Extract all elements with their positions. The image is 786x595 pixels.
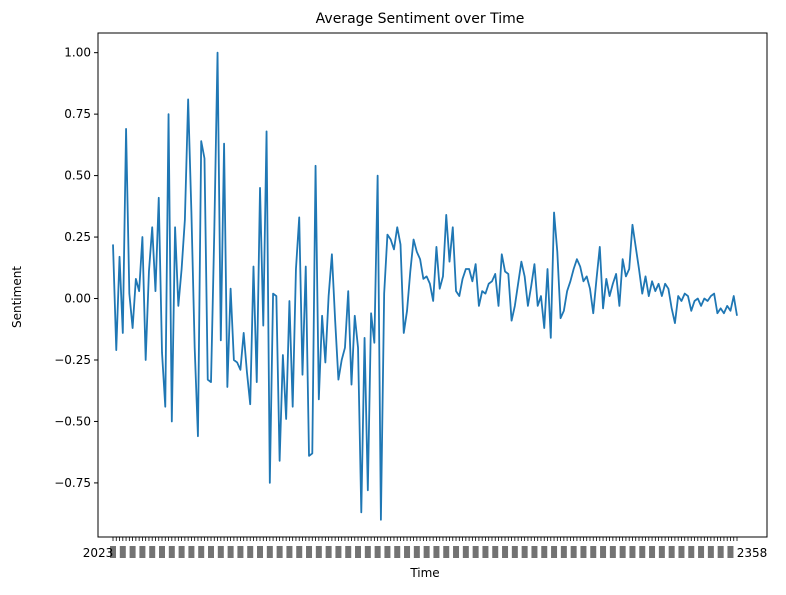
x-tick-label-overlap — [668, 546, 675, 558]
x-tick-label-overlap — [345, 546, 352, 558]
x-tick-label-overlap — [658, 546, 665, 558]
x-tick-label-overlap — [462, 546, 469, 558]
x-tick-label-overlap — [286, 546, 293, 558]
x-tick-label-overlap — [688, 546, 695, 558]
x-tick-label-overlap — [443, 546, 450, 558]
y-tick-label: −0.75 — [54, 476, 91, 490]
x-tick-label-overlap — [541, 546, 548, 558]
x-tick-label-overlap — [188, 546, 195, 558]
x-tick-label-overlap — [629, 546, 636, 558]
x-tick-label-overlap — [227, 546, 234, 558]
series-line — [112, 51, 738, 521]
x-tick-label-overlap — [531, 546, 538, 558]
x-tick-label-overlap — [266, 546, 273, 558]
x-tick-label-overlap — [570, 546, 577, 558]
x-tick-label-overlap — [276, 546, 283, 558]
x-tick-label-overlap — [433, 546, 440, 558]
x-tick-label-overlap — [511, 546, 518, 558]
x-tick-label-overlap — [423, 546, 430, 558]
chart-title: Average Sentiment over Time — [316, 11, 525, 27]
x-tick-label-overlap — [727, 546, 734, 558]
y-axis-label: Sentiment — [10, 266, 24, 328]
x-tick-label-overlap — [580, 546, 587, 558]
x-tick-label-overlap — [649, 546, 656, 558]
x-tick-label-overlap — [374, 546, 381, 558]
x-tick-label-overlap — [159, 546, 166, 558]
x-tick-label-overlap — [325, 546, 332, 558]
x-tick-label-overlap — [482, 546, 489, 558]
x-tick-label-overlap — [502, 546, 509, 558]
x-tick-label-overlap — [453, 546, 460, 558]
x-tick-label-overlap — [639, 546, 646, 558]
plot-frame — [97, 32, 768, 538]
y-tick-label: −0.50 — [54, 414, 91, 428]
x-tick-label-overlap — [698, 546, 705, 558]
y-tick-label: 0.00 — [64, 292, 91, 306]
y-tick-label: 0.75 — [64, 107, 91, 121]
y-axis-ticks: −0.75 −0.50 −0.25 0.00 0.25 0.50 0.75 1.00 — [54, 46, 98, 490]
x-tick-label-overlap — [237, 546, 244, 558]
x-axis-ticks — [110, 537, 738, 558]
x-axis-label: Time — [409, 566, 439, 580]
x-tick-label-overlap — [178, 546, 185, 558]
x-tick-label-overlap — [296, 546, 303, 558]
x-tick-label-overlap — [149, 546, 156, 558]
x-tick-label-overlap — [355, 546, 362, 558]
x-tick-label-overlap — [492, 546, 499, 558]
x-tick-label-overlap — [707, 546, 714, 558]
x-tick-label-overlap — [217, 546, 224, 558]
x-tick-label-overlap — [247, 546, 254, 558]
y-tick-label: 0.50 — [64, 169, 91, 183]
x-tick-label-overlap — [472, 546, 479, 558]
x-tick-label-overlap — [717, 546, 724, 558]
x-tick-label-overlap — [678, 546, 685, 558]
x-tick-label-overlap — [315, 546, 322, 558]
x-tick-label-overlap — [306, 546, 313, 558]
x-tick-label-overlap — [208, 546, 215, 558]
x-tick-label-overlap — [198, 546, 205, 558]
x-tick-label-overlap — [119, 546, 126, 558]
x-tick-label-band — [110, 546, 734, 558]
x-tick-label-overlap — [521, 546, 528, 558]
x-tick-label-end: 2358 — [737, 546, 768, 560]
x-tick-label-overlap — [413, 546, 420, 558]
x-tick-label-overlap — [560, 546, 567, 558]
x-tick-label-overlap — [139, 546, 146, 558]
y-tick-label: −0.25 — [54, 353, 91, 367]
x-tick-label-overlap — [364, 546, 371, 558]
x-tick-label-overlap — [551, 546, 558, 558]
y-tick-label: 0.25 — [64, 230, 91, 244]
x-tick-label-overlap — [590, 546, 597, 558]
x-tick-label-overlap — [168, 546, 175, 558]
x-tick-label-start: 2023 — [83, 546, 114, 560]
x-tick-label-overlap — [600, 546, 607, 558]
x-tick-label-overlap — [609, 546, 616, 558]
x-tick-label-overlap — [619, 546, 626, 558]
x-tick-label-overlap — [110, 546, 116, 558]
x-tick-label-overlap — [384, 546, 391, 558]
x-tick-label-overlap — [404, 546, 411, 558]
x-tick-label-overlap — [257, 546, 264, 558]
x-tick-label-overlap — [394, 546, 401, 558]
x-tick-label-overlap — [335, 546, 342, 558]
x-tick-label-overlap — [129, 546, 136, 558]
y-tick-label: 1.00 — [64, 46, 91, 60]
